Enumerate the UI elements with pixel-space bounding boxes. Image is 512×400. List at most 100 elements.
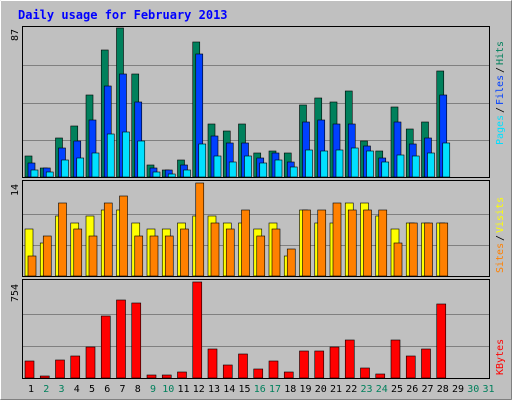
visits-y-max-label: 14	[10, 184, 21, 196]
bar-sites-day-3	[58, 202, 67, 277]
bar-kbytes-day-12	[192, 281, 203, 379]
x-tick-label-5: 5	[89, 384, 95, 395]
x-tick-label-28: 28	[437, 384, 449, 395]
bar-sites-day-9	[149, 235, 159, 277]
bar-pages-day-13	[213, 155, 222, 178]
bar-kbytes-day-7	[116, 299, 126, 379]
bar-pages-day-5	[91, 152, 100, 178]
bar-pages-day-19	[305, 149, 313, 178]
gridlines	[23, 65, 489, 347]
x-tick-label-27: 27	[421, 384, 433, 395]
bar-kbytes-day-20	[314, 350, 325, 379]
bar-kbytes-day-17	[268, 360, 279, 379]
bar-kbytes-day-11	[177, 371, 187, 379]
bar-sites-day-26	[408, 222, 418, 277]
x-tick-label-22: 22	[345, 384, 357, 395]
bar-kbytes-day-8	[131, 302, 142, 379]
bar-pages-day-28	[442, 142, 451, 178]
bar-pages-day-11	[183, 169, 191, 178]
bar-pages-day-2	[45, 171, 54, 178]
bar-pages-day-17	[274, 159, 283, 178]
bar-sites-day-23	[363, 209, 372, 277]
bar-sites-day-18	[286, 248, 296, 277]
legend-separator-2: /	[495, 67, 506, 73]
x-tick-label-20: 20	[315, 384, 327, 395]
x-axis-labels: 1 2 3 4 5 6 7 8 9 10 11 12 13 14 15 16 17 18 19 20 21 22 23 24 2…	[28, 384, 495, 395]
bar-sites-day-15	[241, 209, 250, 277]
x-tick-label-29: 29	[452, 384, 464, 395]
bar-pages-day-24	[381, 161, 390, 178]
bar-pages-day-9	[152, 171, 161, 178]
x-tick-label-6: 6	[104, 384, 110, 395]
legend-kbytes: KBytes	[495, 339, 506, 375]
x-tick-label-18: 18	[284, 384, 296, 395]
bar-kbytes-day-3	[55, 359, 65, 379]
bar-sites-day-4	[73, 228, 83, 277]
hits-legend: Pages / Files / Hits	[495, 41, 506, 145]
bar-pages-day-22	[350, 147, 359, 178]
bar-pages-day-7	[122, 131, 130, 178]
x-tick-label-2: 2	[43, 384, 49, 395]
bar-sites-day-20	[317, 209, 327, 277]
x-tick-label-1: 1	[28, 384, 34, 395]
x-tick-label-15: 15	[238, 384, 250, 395]
bar-sites-day-10	[164, 235, 174, 277]
legend-sites: Sites	[495, 243, 506, 273]
x-tick-label-16: 16	[254, 384, 266, 395]
bar-kbytes-day-4	[70, 355, 81, 379]
bar-kbytes-day-13	[207, 348, 218, 379]
bar-kbytes-day-22	[344, 339, 355, 379]
bar-sites-day-8	[134, 235, 144, 277]
legend-separator-3: /	[495, 235, 506, 241]
bar-sites-day-14	[225, 228, 235, 277]
bar-pages-day-21	[335, 149, 344, 178]
x-tick-label-7: 7	[119, 384, 125, 395]
bar-sites-day-22	[347, 209, 357, 277]
x-tick-label-17: 17	[269, 384, 281, 395]
bar-pages-day-27	[427, 152, 435, 178]
bar-sites-day-13	[210, 222, 220, 277]
bar-kbytes-day-2	[39, 375, 50, 379]
x-tick-label-10: 10	[162, 384, 174, 395]
x-tick-label-4: 4	[74, 384, 80, 395]
kbytes-y-max-label: 754	[10, 284, 21, 302]
bar-pages-day-20	[320, 150, 329, 178]
x-tick-label-21: 21	[330, 384, 342, 395]
bar-sites-day-7	[119, 195, 128, 277]
bar-pages-day-14	[228, 161, 237, 178]
bar-pages-day-4	[76, 157, 85, 178]
bar-kbytes-day-16	[253, 368, 264, 379]
bar-kbytes-day-28	[436, 303, 447, 379]
bars	[24, 27, 451, 379]
bar-sites-day-21	[332, 202, 342, 277]
bar-sites-day-16	[256, 235, 266, 277]
bar-kbytes-day-19	[299, 350, 309, 379]
chart-title: Daily usage for February 2013	[18, 8, 228, 22]
x-tick-label-3: 3	[58, 384, 64, 395]
bar-kbytes-day-23	[360, 367, 370, 379]
x-tick-label-31: 31	[482, 384, 494, 395]
bar-pages-day-6	[106, 133, 115, 178]
x-tick-label-25: 25	[391, 384, 403, 395]
x-tick-label-9: 9	[150, 384, 156, 395]
x-tick-label-12: 12	[193, 384, 205, 395]
x-tick-label-11: 11	[177, 384, 189, 395]
x-tick-label-26: 26	[406, 384, 418, 395]
bar-pages-day-26	[411, 155, 420, 178]
bar-pages-day-1	[30, 169, 39, 178]
bar-kbytes-day-14	[222, 364, 233, 379]
bar-pages-day-8	[137, 140, 146, 178]
bar-sites-day-2	[42, 235, 52, 277]
bar-sites-day-6	[103, 202, 113, 277]
x-tick-label-13: 13	[208, 384, 220, 395]
bar-pages-day-16	[259, 162, 268, 178]
bar-kbytes-day-25	[390, 339, 401, 379]
bar-kbytes-day-1	[24, 360, 35, 379]
visits-legend: Sites / Visits	[495, 197, 506, 273]
bar-kbytes-day-6	[100, 315, 111, 379]
bar-pages-day-25	[396, 154, 405, 178]
bar-pages-day-12	[198, 143, 207, 178]
legend-hits: Hits	[495, 41, 506, 65]
bar-sites-day-28	[439, 222, 449, 277]
